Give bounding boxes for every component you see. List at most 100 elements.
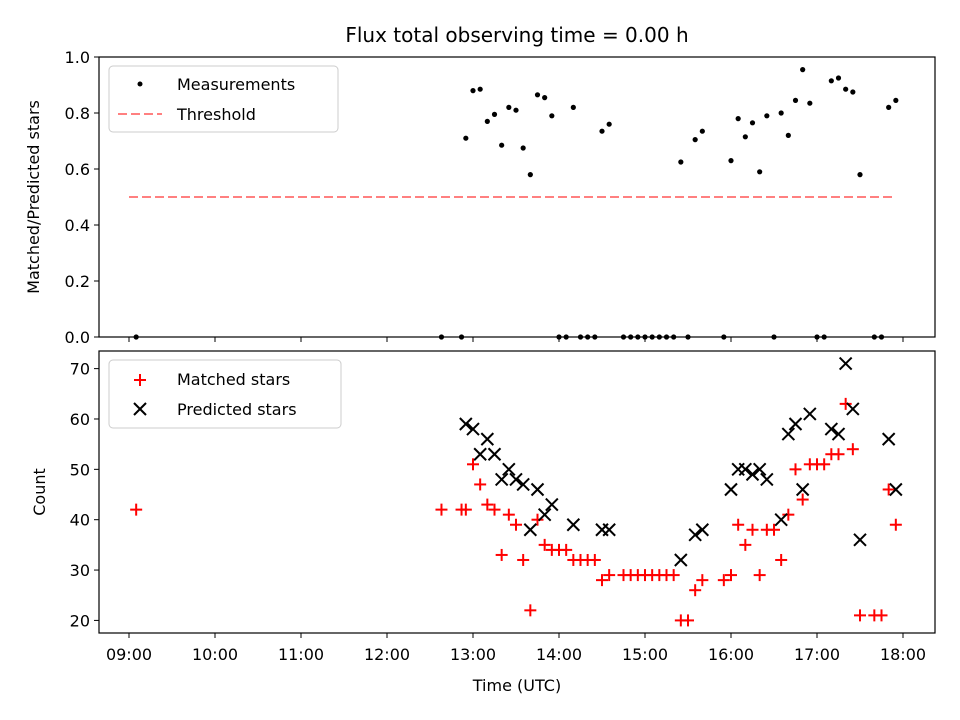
predicted-star-point <box>523 523 538 537</box>
top-y-tick-label: 0.0 <box>65 328 90 347</box>
measurement-point <box>463 135 469 141</box>
measurement-point <box>692 137 698 143</box>
predicted-star-point <box>881 432 896 446</box>
measurement-point <box>807 100 813 106</box>
predicted-star-point <box>566 518 581 532</box>
predicted-star-point <box>487 447 502 461</box>
x-axis-label: Time (UTC) <box>472 676 561 695</box>
x-tick-label: 16:00 <box>708 645 754 664</box>
matched-star-point <box>889 518 902 531</box>
predicted-star-point <box>473 447 487 461</box>
matched-star-point <box>459 503 472 516</box>
measurement-point <box>749 120 756 126</box>
matched-star-point <box>467 458 479 471</box>
measurement-point <box>477 86 483 92</box>
matched-star-point <box>667 569 680 582</box>
x-tick-label: 17:00 <box>794 645 840 664</box>
top-legend-box <box>108 65 339 133</box>
x-tick-label: 13:00 <box>450 645 496 664</box>
predicted-star-point <box>781 427 796 441</box>
matched-star-point <box>502 508 515 521</box>
matched-star-point <box>495 548 508 561</box>
matched-star-point <box>832 448 845 461</box>
x-tick-label: 15:00 <box>622 645 668 664</box>
measurement-point <box>470 88 476 94</box>
predicted-star-point <box>831 427 846 441</box>
bottom-y-tick-label: 40 <box>70 511 90 530</box>
measurement-point <box>599 128 605 134</box>
predicted-star-point <box>537 507 552 522</box>
predicted-star-point <box>803 407 817 421</box>
measurement-point <box>534 92 541 98</box>
measurement-point <box>678 159 684 165</box>
matched-star-point <box>732 518 745 531</box>
measurement-point <box>893 97 899 103</box>
predicted-star-point <box>774 512 788 527</box>
matched-star-point <box>882 483 895 496</box>
measurement-point <box>886 104 892 110</box>
x-tick-label: 11:00 <box>278 645 324 664</box>
measurement-point <box>742 134 748 140</box>
top-y-tick-label: 0.2 <box>65 272 90 291</box>
chart-title: Flux total observing time = 0.00 h <box>345 23 688 47</box>
predicted-star-point <box>494 472 509 487</box>
measurement-point <box>850 89 856 95</box>
predicted-star-point <box>695 523 710 537</box>
bottom-y-tick-label: 30 <box>70 561 90 580</box>
top-plot-area: 0.0 0.2 0.4 0.6 0.8 1.0 <box>65 48 904 347</box>
matched-star-point <box>603 569 616 582</box>
matched-star-point <box>782 508 795 521</box>
top-axes-frame <box>98 56 936 338</box>
matched-star-point <box>130 503 143 516</box>
legend-measurements-label: Measurements <box>177 75 295 94</box>
predicted-star-point <box>530 482 545 497</box>
bottom-y-axis-label: Count <box>30 468 49 516</box>
measurement-point <box>484 118 490 124</box>
measurement-point <box>499 142 505 148</box>
predicted-star-point <box>838 356 853 371</box>
predicted-star-point <box>602 523 616 537</box>
measurement-point <box>527 172 533 178</box>
matched-star-point <box>854 609 866 622</box>
measurement-point <box>542 95 548 101</box>
top-panel: Flux total observing time = 0.00 h 0.00.… <box>24 23 936 347</box>
predicted-star-point <box>889 482 903 497</box>
measurement-point <box>728 158 734 164</box>
matched-star-point <box>531 513 544 526</box>
matched-star-point <box>517 553 530 566</box>
matched-star-point <box>510 518 522 531</box>
matched-star-point <box>717 574 730 587</box>
matched-star-point <box>768 523 780 536</box>
x-tick-label: 12:00 <box>364 645 410 664</box>
top-y-tick-label: 1.0 <box>65 48 90 67</box>
matched-star-point <box>875 609 888 622</box>
predicted-star-point <box>466 422 480 436</box>
measurement-point <box>570 104 576 110</box>
matched-star-point <box>435 503 448 516</box>
predicted-star-point <box>824 422 839 436</box>
top-y-tick-label: 0.6 <box>65 160 90 179</box>
predicted-star-point <box>509 472 523 487</box>
measurement-point <box>843 86 849 92</box>
legend-predicted-label: Predicted stars <box>177 400 297 419</box>
matched-star-point <box>796 493 809 506</box>
matched-star-point <box>524 604 537 617</box>
predicted-star-point <box>480 432 495 446</box>
predicted-star-point <box>745 467 760 482</box>
x-tick-label: 09:00 <box>106 645 152 664</box>
predicted-star-point <box>738 462 753 477</box>
predicted-star-point <box>688 528 702 542</box>
predicted-star-point <box>545 497 559 512</box>
matched-star-point <box>682 614 694 627</box>
measurement-point <box>520 145 526 151</box>
matched-star-point <box>488 503 501 516</box>
measurement-point <box>764 113 770 119</box>
bottom-axes-frame <box>98 350 936 634</box>
measurement-point <box>735 116 741 122</box>
top-y-tick-label: 0.8 <box>65 104 90 123</box>
top-y-tick-label: 0.4 <box>65 216 90 235</box>
measurement-point <box>778 110 784 116</box>
measurement-point <box>828 78 834 84</box>
bottom-y-tick-label: 20 <box>70 611 90 630</box>
